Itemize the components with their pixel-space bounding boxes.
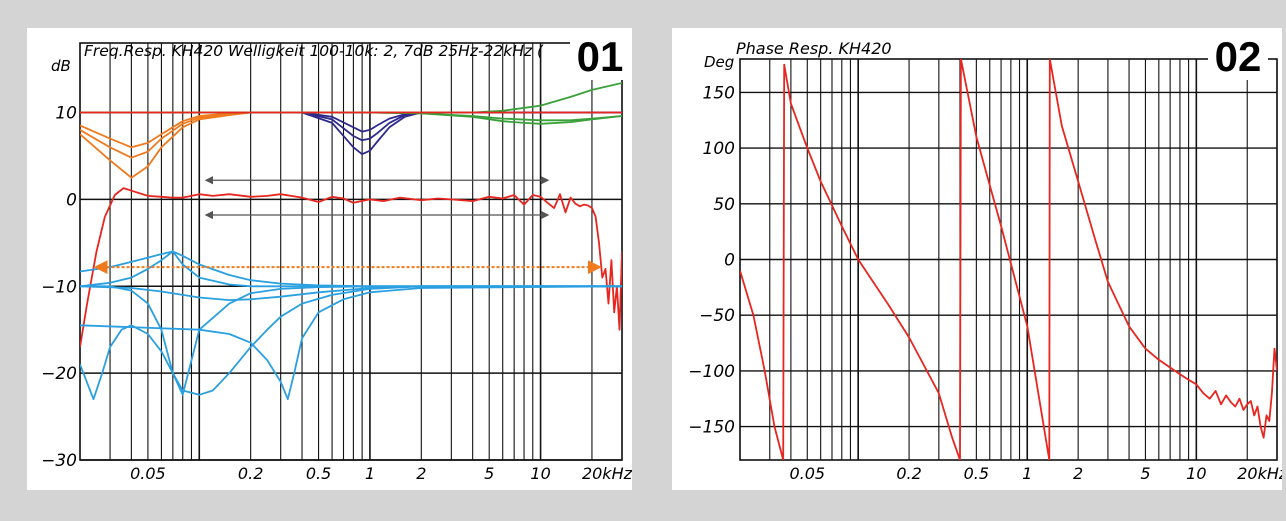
x-tick-label: 0.5 [964,464,989,483]
x-tick-label: 1 [1022,464,1032,483]
x-tick-label: 10 [1186,464,1206,483]
frequency-response-chart: 10 0 −10 −20 −30 0.05 0.2 0.5 1 2 5 10 20kHz dB Freq.R… [41,28,632,483]
series-line-16 [80,285,622,401]
x-tick-label: 20kHz [582,464,632,483]
series-line-15 [80,285,622,401]
y-tick-label: −150 [688,418,735,438]
frequency-response-chart-panel: 10 0 −10 −20 −30 0.05 0.2 0.5 1 2 5 10 20kHz dB Freq.R… [27,28,632,490]
x-tick-label: 2 [1073,464,1083,483]
y-tick-label: −20 [41,364,77,384]
chart-title: Freq.Resp. KH420 Welligkeit 100-10k: 2, … [84,42,544,60]
y-tick-label: 0 [66,190,77,210]
y-axis-unit-label: Deg [704,53,734,71]
series-line-14 [80,285,622,396]
x-tick-label: 1 [365,464,375,483]
y-tick-label: 0 [724,251,735,271]
phase-response-chart-panel: 150 100 50 0 −50 −100 −150 0.05 0.2 0.5 1 2 5 10 20kHz… [672,28,1282,490]
phase-response-chart: 150 100 50 0 −50 −100 −150 0.05 0.2 0.5 1 2 5 10 20kHz… [688,28,1282,483]
y-tick-label: −50 [699,306,735,326]
chart-title: Phase Resp. KH420 [736,39,892,58]
x-tick-label: 5 [484,464,494,483]
grid [739,59,1278,460]
x-tick-label: 0.05 [789,464,825,483]
y-tick-label: −30 [41,451,77,471]
x-tick-label: 20kHz [1237,464,1282,483]
figure-badge-number: 01 [577,33,624,80]
figure-badge-background [570,28,630,80]
figure-badge-background [1208,28,1268,80]
y-tick-label: −100 [688,362,735,382]
y-tick-label: 150 [703,83,735,103]
y-tick-label: 50 [713,195,735,215]
x-tick-label: 0.5 [306,464,331,483]
x-tick-label: 0.2 [238,464,263,483]
plot-frame [739,58,1278,461]
series-line-0 [80,187,622,348]
x-tick-label: 10 [530,464,550,483]
y-tick-label: 10 [55,104,77,124]
series-group [740,59,1277,460]
series-line-6 [301,111,622,156]
x-tick-label: 5 [1140,464,1150,483]
series-line-0 [740,59,1277,460]
y-tick-label: −10 [41,277,77,297]
x-tick-label: 2 [416,464,426,483]
x-tick-label: 0.2 [896,464,921,483]
y-axis-unit-label: dB [51,57,71,75]
y-tick-label: 100 [703,139,735,159]
x-tick-label: 0.05 [130,464,166,483]
figure-badge-number: 02 [1215,33,1262,80]
